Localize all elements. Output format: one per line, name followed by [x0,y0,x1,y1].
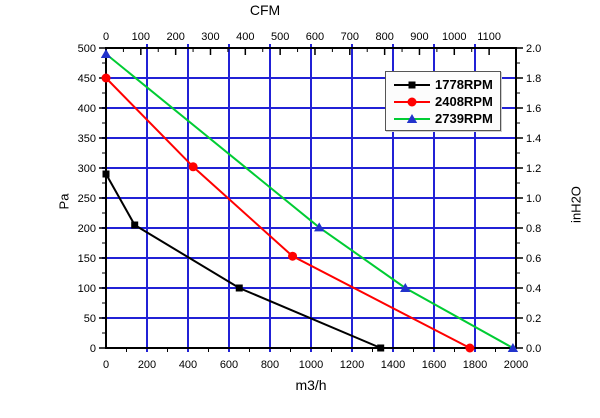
top-tick-label: 1000 [442,31,466,43]
marker-triangle [100,49,112,58]
marker-circle [101,73,111,83]
right-tick-label: 0.4 [526,283,541,295]
bottom-tick-label: 1600 [422,359,446,371]
top-tick-label: 600 [306,31,324,43]
top-tick-label: 900 [410,31,428,43]
series-line-1778RPM [105,173,382,349]
right-tick-label: 1.2 [526,163,541,175]
top-tick-label: 1100 [477,31,501,43]
top-tick-label: 400 [236,31,254,43]
legend-label: 2408RPM [435,94,493,109]
right-tick-label: 1.0 [526,193,541,205]
right-tick-label: 0.6 [526,253,541,265]
left-tick-label: 100 [78,283,96,295]
left-tick-label: 50 [84,313,96,325]
right-axis-title: inH2O [568,186,584,223]
series-line-2739RPM [105,53,514,349]
bottom-axis-title: m3/h [295,377,327,393]
right-tick-label: 1.4 [526,133,541,145]
left-tick-label: 300 [78,163,96,175]
marker-circle [288,251,298,261]
top-tick-label: 500 [271,31,289,43]
bottom-tick-label: 1400 [381,359,405,371]
left-tick-label: 500 [78,43,96,55]
left-tick-label: 200 [78,223,96,235]
top-tick-label: 200 [166,31,184,43]
legend-marker-circle-icon [394,97,430,106]
right-tick-label: 0.2 [526,313,541,325]
right-tick-label: 0.8 [526,223,541,235]
left-axis-title: Pa [56,193,72,210]
top-tick-label: 800 [375,31,393,43]
bottom-tick-label: 1000 [299,359,323,371]
top-tick-label: 0 [103,31,109,43]
marker-circle [188,162,198,172]
top-tick-label: 100 [132,31,150,43]
left-tick-label: 150 [78,253,96,265]
left-tick-label: 250 [78,193,96,205]
marker-square [235,284,243,292]
legend-label: 1778RPM [435,77,493,92]
marker-triangle [314,222,325,232]
right-tick-label: 2.0 [526,43,541,55]
legend-item: 2739RPM [393,110,500,127]
top-axis-title: CFM [249,2,281,18]
legend-marker-triangle-icon [394,113,430,123]
legend-item: 1778RPM [393,76,500,93]
right-tick-label: 1.8 [526,73,541,85]
top-tick-label: 700 [341,31,359,43]
marker-triangle [400,283,411,292]
left-tick-label: 450 [78,73,96,85]
bottom-tick-label: 2000 [504,359,528,371]
right-tick-label: 1.6 [526,103,541,115]
marker-square [102,170,110,178]
series-line-2408RPM [105,77,471,349]
legend-label: 2739RPM [435,111,493,126]
legend-item: 2408RPM [393,93,500,110]
legend-marker-square-icon [394,81,430,88]
legend: 1778RPM 2408RPM 2739RPM [385,71,501,131]
bottom-tick-label: 1200 [340,359,364,371]
bottom-tick-label: 200 [138,359,156,371]
bottom-tick-label: 800 [261,359,279,371]
left-tick-label: 400 [78,103,96,115]
left-tick-label: 350 [78,133,96,145]
left-tick-label: 0 [90,343,96,355]
top-tick-label: 300 [201,31,219,43]
marker-circle [465,343,475,353]
bottom-tick-label: 400 [179,359,197,371]
marker-square [131,221,139,229]
bottom-tick-label: 600 [220,359,238,371]
marker-square [377,344,385,352]
bottom-tick-label: 0 [103,359,109,371]
right-tick-label: 0.0 [526,343,541,355]
marker-triangle [507,343,519,352]
bottom-tick-label: 1800 [463,359,487,371]
